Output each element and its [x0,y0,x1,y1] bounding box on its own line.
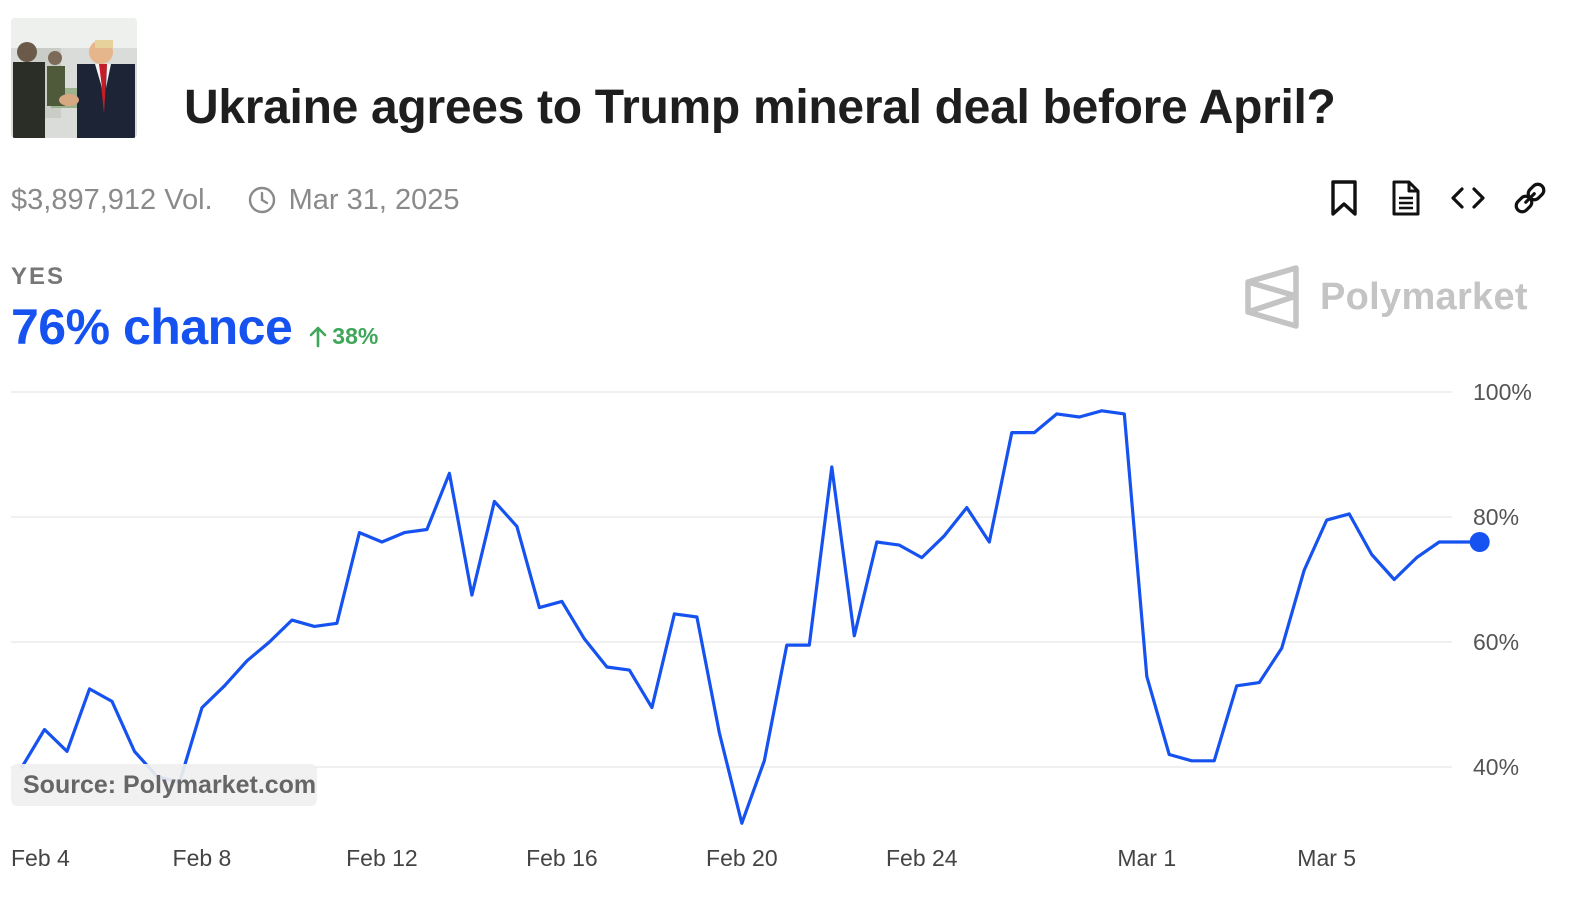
x-tick-label: Mar 5 [1297,845,1356,871]
end-date-text: Mar 31, 2025 [288,183,460,216]
polymarket-brand: Polymarket [1244,264,1528,330]
market-meta: $3,897,912 Vol. Mar 31, 2025 [11,180,459,220]
bookmark-button[interactable] [1324,176,1364,220]
source-label: Source: Polymarket.com [11,764,317,806]
x-tick-label: Feb 4 [11,845,70,871]
clock-icon [248,186,275,214]
y-tick-label: 40% [1473,754,1519,780]
x-tick-label: Feb 20 [706,845,778,871]
chance-change: 38% [332,323,379,349]
x-tick-label: Feb 24 [886,845,958,871]
polymarket-logo-icon [1245,265,1299,329]
market-title: Ukraine agrees to Trump mineral deal bef… [184,81,1336,135]
x-tick-label: Feb 12 [346,845,418,871]
bookmark-icon [1331,180,1357,216]
y-tick-label: 60% [1473,629,1519,655]
chance-value: 76% chance [11,299,293,355]
embed-code-icon [1451,187,1485,209]
market-thumbnail [11,18,137,138]
y-tick-label: 100% [1473,379,1532,405]
x-tick-label: Feb 8 [173,845,232,871]
arrow-up-icon [309,326,327,348]
volume-text: $3,897,912 Vol. [11,183,213,216]
document-button[interactable] [1386,176,1426,220]
action-toolbar [1324,176,1550,220]
copy-link-button[interactable] [1510,176,1550,220]
market-photo-image [11,18,137,138]
brand-name: Polymarket [1320,275,1528,318]
document-icon [1392,180,1420,216]
x-tick-label: Feb 16 [526,845,598,871]
series-line-yes [20,409,1464,825]
embed-button[interactable] [1448,176,1488,220]
link-icon [1514,182,1546,214]
x-tick-label: Mar 1 [1117,845,1176,871]
y-tick-label: 80% [1473,504,1519,530]
outcome-label: YES [11,263,66,290]
chance-row: 76% chance 38% [11,298,378,356]
